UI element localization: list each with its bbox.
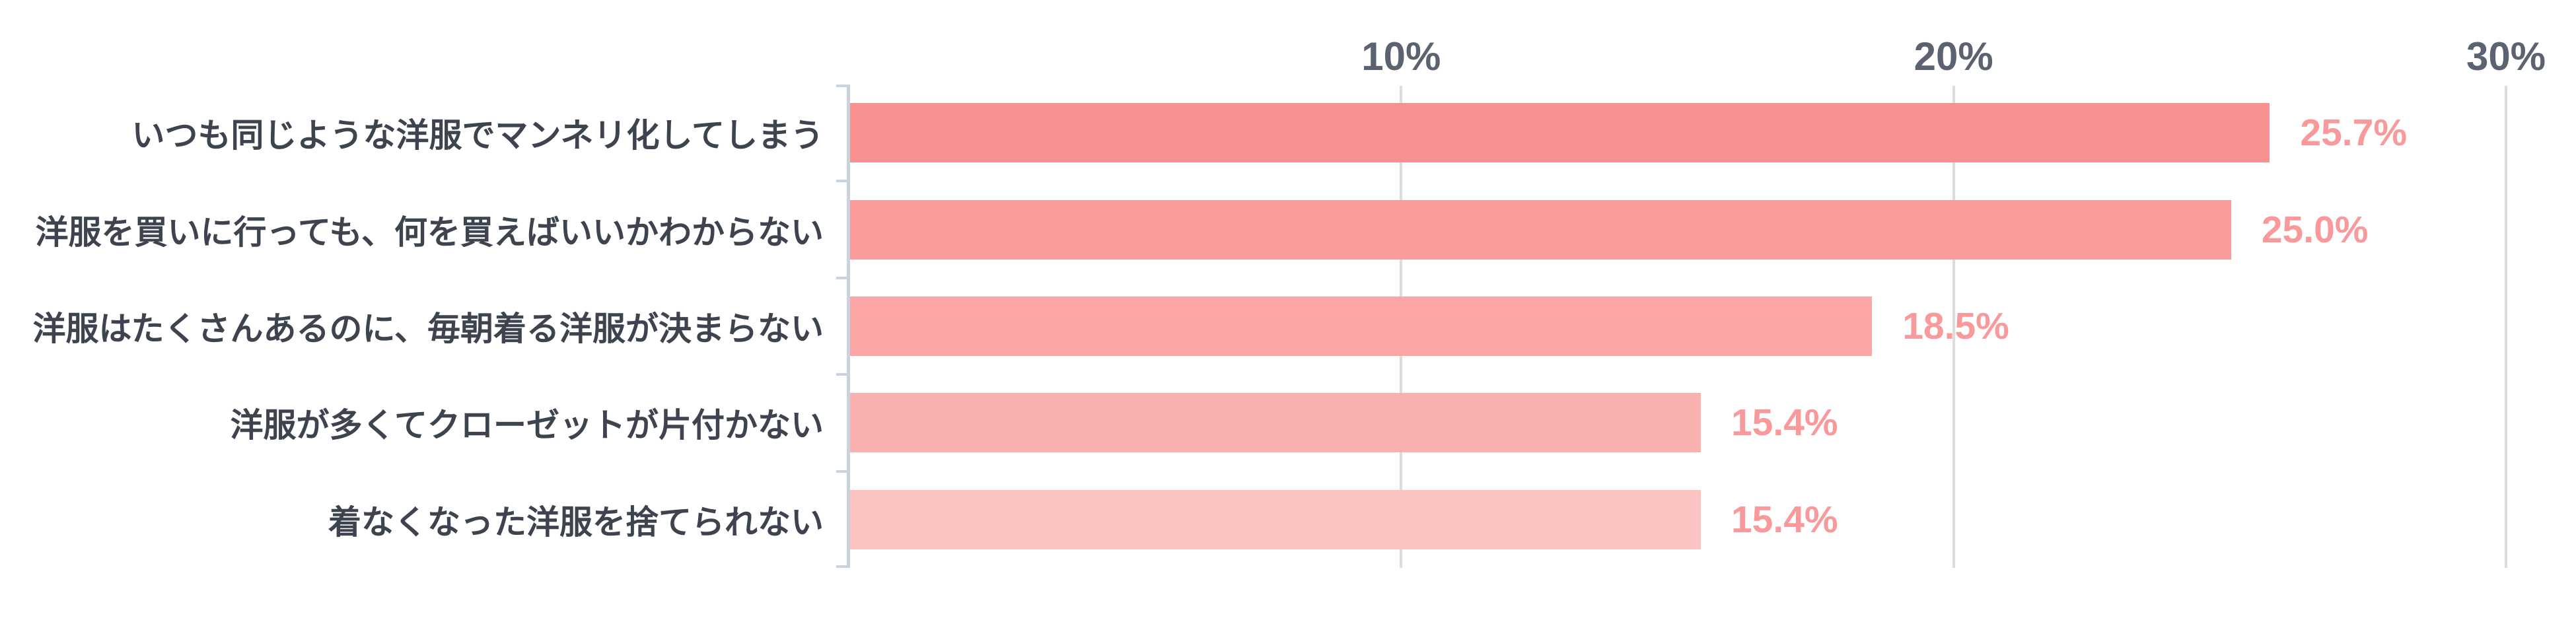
x-axis-tick-label: 10% <box>1361 34 1441 79</box>
value-label: 18.5% <box>1902 304 2009 347</box>
y-axis-tick <box>836 470 850 473</box>
bar-track: 15.4% <box>850 374 2576 471</box>
category-label: 洋服が多くてクローゼットが片付かない <box>230 407 824 444</box>
value-label: 15.4% <box>1731 498 1838 541</box>
y-axis-tick <box>836 565 850 568</box>
bar-row: 洋服が多くてクローゼットが片付かない 15.4% <box>0 374 2576 471</box>
bar <box>850 393 1701 453</box>
bar-row: 着なくなった洋服を捨てられない 15.4% <box>0 471 2576 568</box>
bar-track: 18.5% <box>850 278 2576 374</box>
bar-track: 25.0% <box>850 181 2576 277</box>
value-label: 25.0% <box>2261 208 2369 251</box>
bar-track: 25.7% <box>850 85 2576 181</box>
value-label: 25.7% <box>2300 112 2407 155</box>
bar-row: いつも同じような洋服でマンネリ化してしまう 25.7% <box>0 85 2576 181</box>
bar-track: 15.4% <box>850 471 2576 568</box>
gridline <box>1952 86 1955 568</box>
gridline <box>2505 86 2507 568</box>
category-label: 洋服はたくさんあるのに、毎朝着る洋服が決まらない <box>32 310 824 347</box>
bar <box>850 199 2231 260</box>
category-label: いつも同じような洋服でマンネリ化してしまう <box>131 117 824 155</box>
category-label: 着なくなった洋服を捨てられない <box>328 503 824 541</box>
y-axis-line <box>847 85 850 568</box>
y-axis-tick <box>836 373 850 376</box>
y-axis-tick <box>836 276 850 279</box>
y-axis-tick <box>836 85 850 87</box>
bar-row: 洋服はたくさんあるのに、毎朝着る洋服が決まらない 18.5% <box>0 278 2576 374</box>
x-axis-tick-label: 30% <box>2466 34 2546 79</box>
bar-rows: いつも同じような洋服でマンネリ化してしまう 25.7% 洋服を買いに行っても、何を買… <box>0 85 2576 568</box>
bar <box>850 489 1701 549</box>
y-axis-tick <box>836 180 850 183</box>
category-label: 洋服を買いに行っても、何を買えばいいかわからない <box>35 213 824 251</box>
bar-row: 洋服を買いに行っても、何を買えばいいかわからない 25.0% <box>0 181 2576 277</box>
bar <box>850 296 1873 356</box>
value-label: 15.4% <box>1731 401 1838 444</box>
bar <box>850 103 2270 163</box>
x-axis-tick-label: 20% <box>1914 34 1993 79</box>
